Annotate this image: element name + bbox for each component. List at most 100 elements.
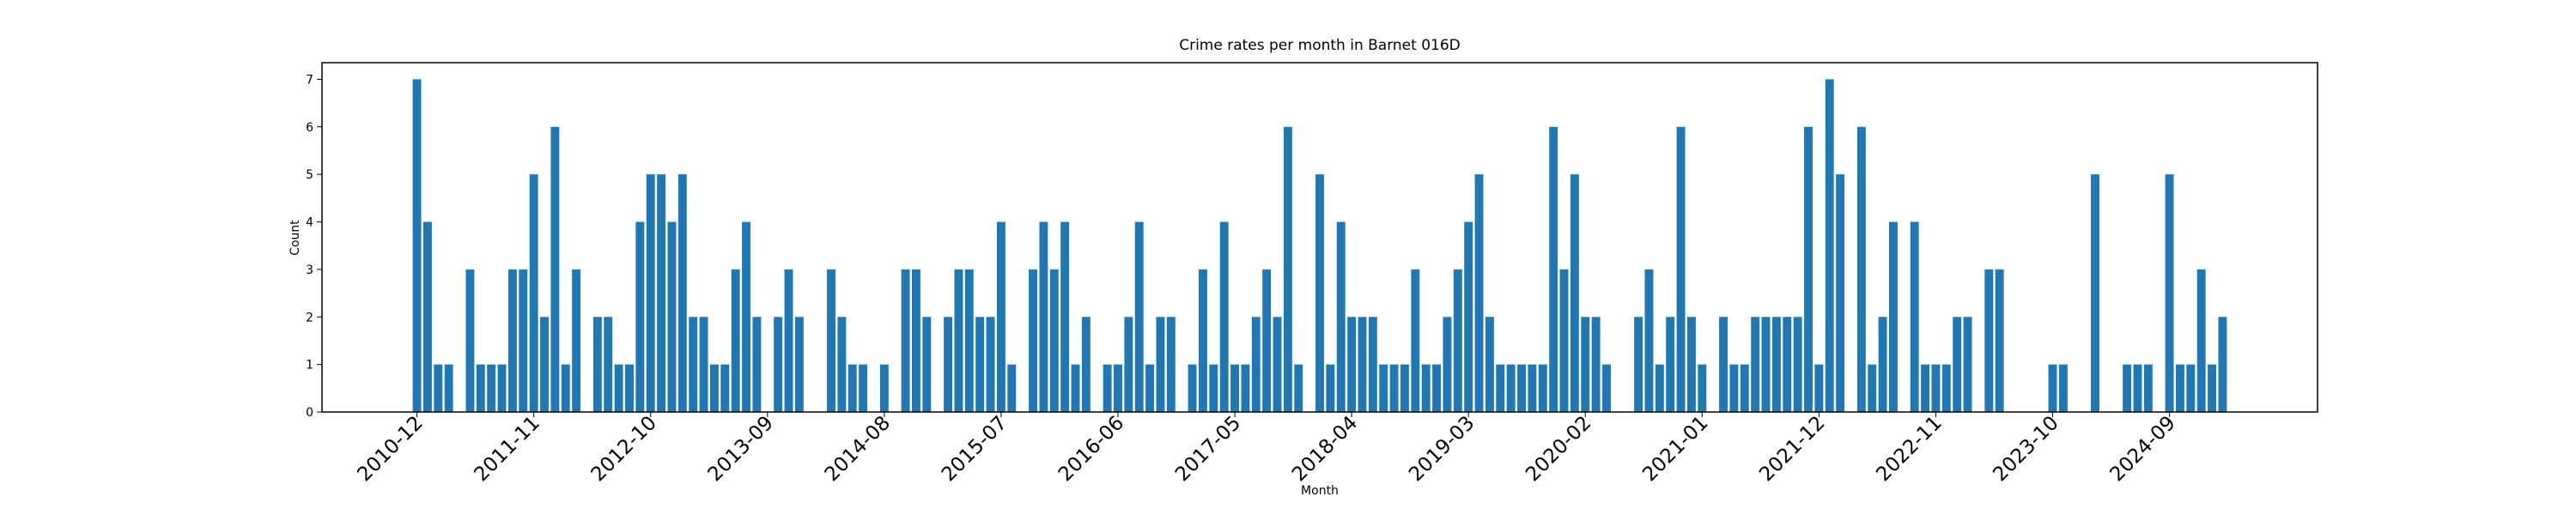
bar: [1039, 221, 1048, 412]
bar: [1081, 317, 1091, 412]
bar: [1464, 221, 1473, 412]
bar: [434, 364, 443, 412]
bar: [1358, 317, 1367, 412]
bar: [1856, 126, 1866, 412]
bar: [635, 221, 645, 412]
bar: [550, 126, 560, 412]
bar: [476, 364, 485, 412]
bar: [1506, 364, 1516, 412]
bar: [592, 317, 602, 412]
bar: [1400, 364, 1409, 412]
bar: [1771, 317, 1781, 412]
x-tick-label: 2010-12: [353, 412, 427, 486]
bar: [614, 364, 623, 412]
bar: [1007, 364, 1017, 412]
y-tick-label: 7: [306, 73, 313, 87]
bar: [752, 317, 762, 412]
bar: [1698, 364, 1707, 412]
x-tick-label: 2023-10: [1989, 412, 2063, 486]
bar: [1071, 364, 1080, 412]
bar: [975, 317, 985, 412]
bar: [1060, 221, 1070, 412]
bar: [657, 174, 666, 412]
bar: [1602, 364, 1611, 412]
bar: [1814, 364, 1824, 412]
bar: [699, 317, 708, 412]
plot-frame: [321, 62, 2318, 413]
bar: [1729, 364, 1739, 412]
bar: [1219, 221, 1229, 412]
bar: [1389, 364, 1399, 412]
bar: [1336, 221, 1346, 412]
bar: [1804, 126, 1813, 412]
bar: [1591, 317, 1601, 412]
x-tick-label: 2019-03: [1405, 412, 1479, 486]
bar: [1421, 364, 1431, 412]
bar: [2218, 317, 2227, 412]
bar: [709, 364, 719, 412]
x-tick-label: 2021-12: [1755, 412, 1829, 486]
y-tick-label: 3: [306, 264, 313, 277]
x-tick-label: 2016-06: [1054, 412, 1128, 486]
bar: [2133, 364, 2142, 412]
bar: [2186, 364, 2196, 412]
bar: [1984, 269, 1994, 412]
bar: [1294, 364, 1303, 412]
bar: [529, 174, 538, 412]
bar: [1549, 126, 1558, 412]
bar: [2048, 364, 2057, 412]
y-tick-label: 4: [306, 216, 313, 230]
bar: [1411, 269, 1420, 412]
bar: [1145, 364, 1155, 412]
bar: [1719, 317, 1728, 412]
bar: [1666, 317, 1675, 412]
bar: [2143, 364, 2153, 412]
y-tick-label: 0: [306, 406, 313, 420]
bar: [827, 269, 835, 412]
bar: [1953, 317, 1962, 412]
bar: [1868, 364, 1877, 412]
bar: [1644, 269, 1654, 412]
bar: [604, 317, 613, 412]
bar: [1889, 221, 1898, 412]
bar: [1103, 364, 1112, 412]
bar: [1825, 79, 1834, 412]
bar: [859, 364, 868, 412]
bar: [2175, 364, 2184, 412]
bar: [540, 317, 549, 412]
bar: [1114, 364, 1122, 412]
bar: [1793, 317, 1802, 412]
bar: [1188, 364, 1197, 412]
bar: [1921, 364, 1930, 412]
x-tick-label: 2022-11: [1872, 412, 1946, 486]
y-tick-label: 6: [306, 121, 313, 135]
bar: [901, 269, 910, 412]
bar: [497, 364, 507, 412]
bar: [1910, 221, 1919, 412]
bar: [412, 79, 422, 412]
y-tick-label: 1: [306, 359, 313, 373]
bar: [1198, 269, 1207, 412]
bar: [1931, 364, 1941, 412]
x-tick-label: 2024-09: [2105, 412, 2179, 486]
bar: [1686, 317, 1696, 412]
bar: [487, 364, 496, 412]
bar: [1941, 364, 1951, 412]
x-tick-label: 2013-09: [704, 412, 778, 486]
bar: [954, 269, 963, 412]
bar: [720, 364, 730, 412]
bar: [1209, 364, 1218, 412]
bar: [1836, 174, 1845, 412]
bar: [1443, 317, 1452, 412]
bar: [2123, 364, 2132, 412]
bar: [572, 269, 581, 412]
bar: [912, 269, 920, 412]
bar: [2196, 269, 2206, 412]
bar: [1262, 269, 1272, 412]
bar: [1570, 174, 1579, 412]
bar: [1559, 269, 1569, 412]
bar: [1655, 364, 1664, 412]
bar: [1761, 317, 1771, 412]
